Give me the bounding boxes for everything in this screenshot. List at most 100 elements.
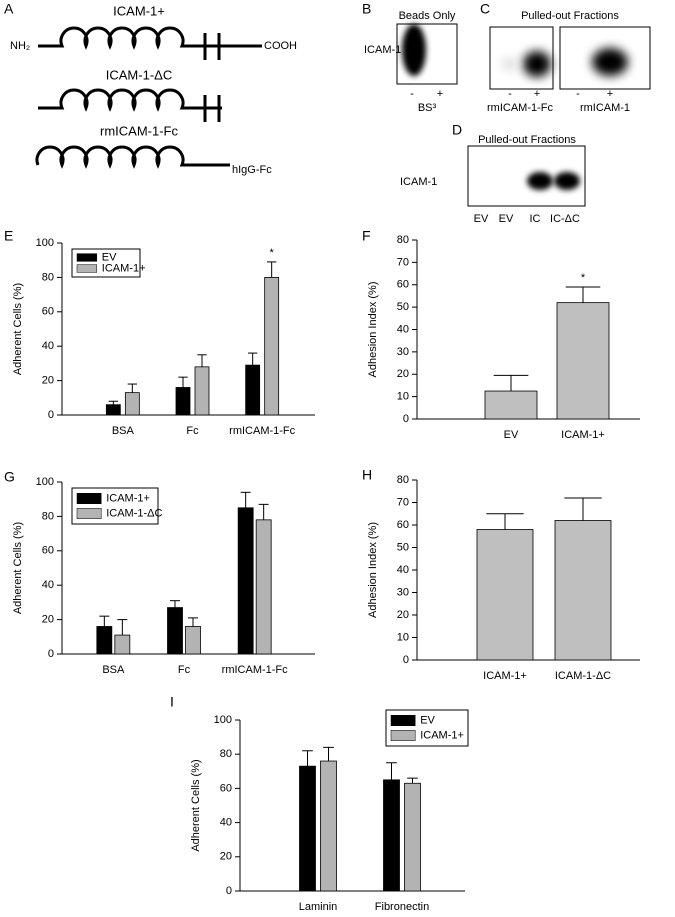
chart: E 0 20 40 60 80 100 Adherent Cells (%) BSA Fc rmIC… — [4, 228, 315, 437]
x-tick-label: rmICAM-1-Fc — [222, 664, 288, 676]
fc-tag: hIgG-Fc — [232, 164, 272, 176]
bar — [554, 520, 612, 661]
y-axis-label: Adherent Cells (%) — [190, 759, 202, 851]
construct-name: ICAM-1-ΔC — [106, 67, 172, 82]
blot-band — [527, 172, 553, 190]
panel-label: D — [452, 122, 462, 138]
y-tick-label: 60 — [220, 782, 232, 794]
bar — [383, 779, 400, 892]
y-tick-label: 20 — [220, 851, 232, 863]
blot-name: rmICAM-1-Fc — [487, 102, 553, 114]
y-tick-label: 60 — [42, 545, 54, 557]
construct-line — [38, 26, 262, 50]
bar — [320, 760, 337, 892]
y-tick-label: 40 — [220, 817, 232, 829]
x-tick-label: Laminin — [299, 901, 338, 913]
bar — [484, 390, 538, 420]
annotation: * — [581, 272, 586, 284]
lane-label: + — [437, 88, 443, 100]
bar — [404, 782, 421, 892]
blot-title: Beads Only — [399, 10, 456, 22]
chart: F 0 10 20 30 40 50 60 70 80 Adhesion Index (%) EV IC… — [362, 228, 640, 441]
legend-swatch — [76, 264, 98, 273]
y-tick-label: 0 — [403, 654, 409, 666]
y-tick-label: 40 — [42, 579, 54, 591]
y-axis-label: Adhesion Index (%) — [367, 282, 379, 378]
treatment-label: BS³ — [418, 102, 437, 114]
y-tick-label: 60 — [397, 279, 409, 291]
y-tick-label: 70 — [397, 496, 409, 508]
n-terminus: NH₂ — [10, 40, 30, 52]
y-tick-label: 80 — [220, 748, 232, 760]
bar — [476, 529, 534, 661]
legend-swatch — [76, 493, 102, 504]
y-tick-label: 0 — [226, 885, 232, 897]
bar — [105, 404, 121, 416]
y-tick-label: 0 — [48, 648, 54, 660]
y-tick-label: 100 — [214, 714, 232, 726]
construct-line — [38, 88, 222, 112]
legend-swatch — [76, 508, 102, 519]
bar — [96, 626, 113, 655]
y-tick-label: 50 — [397, 541, 409, 553]
panel-label: C — [480, 1, 490, 17]
blot-band — [554, 172, 580, 190]
bar — [245, 364, 261, 416]
blot-name: rmICAM-1 — [580, 102, 630, 114]
lane-label: IC-ΔC — [550, 213, 580, 225]
y-tick-label: 10 — [397, 391, 409, 403]
lane-label: EV — [499, 213, 514, 225]
bar — [185, 626, 201, 655]
blot-band — [592, 48, 628, 76]
y-tick-label: 100 — [36, 476, 54, 488]
legend-swatch — [76, 253, 98, 262]
lane-label: - — [508, 88, 512, 100]
annotation: * — [270, 247, 275, 259]
x-tick-label: BSA — [112, 425, 135, 437]
chart: G 0 20 40 60 80 100 Adherent Cells (%) BSA Fc rmIC… — [4, 469, 315, 676]
y-tick-label: 70 — [397, 256, 409, 268]
y-tick-label: 20 — [42, 614, 54, 626]
x-tick-label: EV — [504, 429, 519, 441]
y-tick-label: 100 — [36, 237, 54, 249]
y-tick-label: 80 — [42, 510, 54, 522]
band-label: ICAM-1 — [364, 44, 401, 56]
y-tick-label: 20 — [42, 375, 54, 387]
panel-label: E — [4, 228, 13, 244]
legend-label: ICAM-1-ΔC — [106, 507, 162, 519]
y-tick-label: 50 — [397, 301, 409, 313]
bar — [175, 387, 191, 416]
panel-label: H — [362, 467, 372, 483]
blot-band — [402, 24, 426, 76]
x-tick-label: Fibronectin — [375, 901, 429, 913]
lane-label: - — [410, 88, 414, 100]
y-tick-label: 60 — [397, 519, 409, 531]
y-tick-label: 30 — [397, 346, 409, 358]
blot-title: Pulled-out Fractions — [521, 10, 619, 22]
legend-label: ICAM-1+ — [102, 262, 146, 274]
lane-label: IC — [530, 213, 541, 225]
x-tick-label: BSA — [102, 664, 125, 676]
y-tick-label: 60 — [42, 306, 54, 318]
panel-a: A ICAM-1+ NH₂ COOH ICAM-1-ΔC rmICAM-1-Fc… — [4, 1, 297, 176]
panel-b: B Beads Only ICAM-1 - + BS³ — [362, 1, 458, 114]
chart: I 0 20 40 60 80 100 Adherent Cells (%) Laminin Fi… — [170, 694, 469, 913]
x-tick-label: ICAM-1+ — [483, 670, 527, 682]
y-tick-label: 20 — [397, 609, 409, 621]
blot-band — [502, 58, 518, 70]
y-axis-label: Adherent Cells (%) — [12, 522, 24, 614]
y-tick-label: 0 — [48, 409, 54, 421]
legend-label: EV — [420, 714, 435, 726]
x-tick-label: ICAM-1+ — [561, 429, 605, 441]
panel-label: I — [170, 694, 174, 710]
bar — [556, 302, 610, 420]
panel-label: B — [362, 1, 371, 17]
x-tick-label: Fc — [186, 425, 199, 437]
y-tick-label: 40 — [42, 340, 54, 352]
bar — [237, 507, 254, 655]
y-tick-label: 80 — [397, 234, 409, 246]
x-tick-label: Fc — [178, 664, 191, 676]
lane-label: + — [607, 88, 613, 100]
c-terminus: COOH — [264, 40, 297, 52]
